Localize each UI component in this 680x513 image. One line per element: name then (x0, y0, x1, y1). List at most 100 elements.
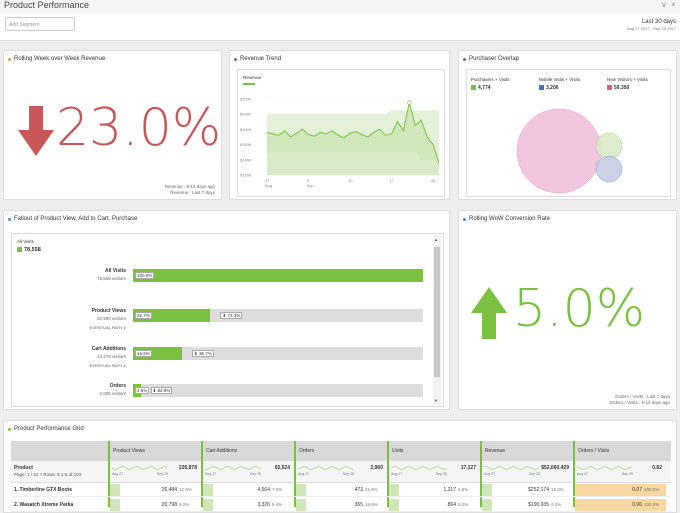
grid-cell-value: $252,174 (528, 487, 549, 493)
y-tick-label: $200K (240, 112, 252, 117)
arrow-down-icon (18, 106, 54, 156)
y-tick-label: $140K (240, 157, 252, 162)
panel-fallout: Fallout of Product View, Add to Cart, Pu… (3, 210, 450, 410)
fallout-scrollbar[interactable]: ▲ ▼ (433, 235, 441, 405)
date-range-picker[interactable]: Last 30 days Aug 27 2017 - Sep 25 2017 (627, 19, 676, 31)
panel-dot (463, 218, 466, 221)
sparkline (298, 466, 354, 470)
panel-title: Purchaser Overlap (469, 56, 520, 62)
grid-row-product[interactable]: 1. Timberline GTX Boots (14, 487, 72, 493)
grid-cell-bar (575, 484, 666, 496)
sparkline-path (577, 466, 633, 470)
table-row[interactable] (11, 483, 671, 497)
column-accent (294, 441, 296, 507)
panel-title: Product Performance Grid (14, 426, 84, 432)
grid-cell-value: 3,326 (257, 502, 270, 508)
venn-circle-new-visitors (516, 108, 602, 194)
fallout-step-visitors: 20,993 visitors (96, 316, 126, 321)
grid-cell-percent: 16.9% (365, 502, 378, 507)
segment-bar: Add Segment Last 30 days Aug 27 2017 - S… (0, 13, 680, 41)
venn-legend-value: 3,206 (539, 85, 559, 91)
sparkline (391, 466, 447, 470)
grid-column-header[interactable]: Revenue (485, 448, 506, 454)
grid-total: 2,960 (370, 465, 383, 471)
close-icon[interactable]: × (671, 0, 676, 9)
grid-total: 17,127 (460, 465, 476, 471)
panel-dot (463, 58, 466, 61)
sparkline (205, 466, 261, 470)
grid-cell-value: 4,564 (257, 487, 270, 493)
all-visits-number: 78,558 (24, 247, 41, 253)
grid-cell-bar (110, 499, 120, 511)
y-tick-label: $180K (240, 127, 252, 132)
panel-title: Rolling WoW Conversion Rate (469, 216, 550, 222)
sparkline (577, 466, 633, 470)
grid-cell-percent: 12.6% (179, 487, 192, 492)
fallout-bar-fill[interactable] (133, 269, 423, 282)
panel-product-grid: Product Performance Grid Product Page: 1… (3, 420, 677, 513)
grid-column-header[interactable]: Orders (299, 448, 315, 454)
eventual-path-toggle[interactable]: EVENTUAL PATH ∨ (89, 363, 126, 368)
all-visits-value: 78,558 (17, 247, 41, 253)
venn-diagram (516, 108, 623, 194)
grid-cell-bar (110, 484, 120, 496)
grid-cell-percent: 7.0% (272, 487, 283, 492)
panel-dot (234, 58, 237, 61)
grid-cell-value: 26,484 (161, 487, 177, 493)
fallout-step-name: Product Views (91, 308, 126, 314)
grid-pagination[interactable]: Page: 1 / 21 > Rows: 5 1-5 of 103 (14, 472, 82, 477)
note-line: Revenue : Last 7 days (170, 190, 215, 195)
date-range-dates: Aug 27 2017 - Sep 25 2017 (627, 26, 676, 31)
grid-cell-bar (575, 499, 666, 511)
note-line: Orders / Visits : 8-14 days ago (609, 400, 670, 405)
grid-cell-value: 0.07 (632, 487, 642, 493)
panel-wow-revenue: Rolling Week over Week Revenue 23.0% Rev… (3, 50, 222, 200)
scrollbar-thumb[interactable] (434, 247, 440, 377)
grid-cell-value: 864 (447, 502, 456, 508)
eventual-path-toggle[interactable]: EVENTUAL PATH ∨ (89, 325, 126, 330)
column-accent (201, 441, 203, 507)
fallout-step-change: ⬇ 73.3% (220, 312, 243, 319)
grid-cell-percent: 15.3% (551, 487, 564, 492)
arrow-up-icon (471, 287, 507, 339)
grid-cell-percent: 5.4% (272, 502, 283, 507)
spark-start: Aug 27 (205, 472, 217, 476)
sparkline-path (391, 466, 447, 470)
sparkline-path (112, 466, 168, 470)
spark-end: Sep 25 (435, 472, 447, 476)
fallout-bar-track (133, 384, 423, 397)
venn-legend-label: Mobile Visits + Visits (539, 77, 580, 82)
y-tick-label: $220K (240, 96, 252, 101)
collapse-icon[interactable]: ∨ (661, 0, 667, 9)
fallout-step-visitors: 2,025 visitors (99, 391, 126, 396)
revenue-line (266, 102, 440, 164)
segment-input[interactable]: Add Segment (5, 17, 75, 31)
y-tick-label: $120K (240, 173, 252, 178)
scroll-up-icon[interactable]: ▲ (434, 237, 438, 242)
table-row[interactable] (11, 498, 671, 512)
spark-end: Sep 25 (342, 472, 354, 476)
spark-end: Sep 25 (156, 472, 168, 476)
grid-cell-value: $190,935 (528, 502, 549, 508)
column-accent (108, 441, 110, 507)
grid-column-header[interactable]: Orders / Visits (578, 448, 610, 454)
wow-revenue-value: 23.0% (56, 98, 222, 158)
grid-header-row (11, 441, 671, 461)
grid-row-product[interactable]: 2. Wasatch Xtreme Parka (14, 502, 74, 508)
wow-conversion-note: Orders / Visits : Last 7 days Orders / V… (540, 394, 670, 406)
fallout-step-percent: 16.9% (135, 350, 152, 357)
scroll-down-icon[interactable]: ▼ (434, 398, 438, 403)
chart-legend-swatch (243, 83, 255, 85)
grid-column-header[interactable]: Units (392, 448, 404, 454)
panel-dot (8, 428, 11, 431)
panel-dot (8, 218, 11, 221)
grid-column-header[interactable]: Cart Additions (206, 448, 238, 454)
legend-swatch (17, 247, 22, 252)
grid-column-header[interactable]: Product Views (113, 448, 145, 454)
column-accent (387, 441, 389, 507)
fallout-bar-fill[interactable] (133, 309, 211, 322)
grid-cell-percent: 100.0% (644, 502, 660, 507)
grid-cell-value: 20,798 (161, 502, 177, 508)
grid-total: $52,060,429 (541, 465, 569, 471)
grid-cell-percent: 5.0% (458, 502, 469, 507)
